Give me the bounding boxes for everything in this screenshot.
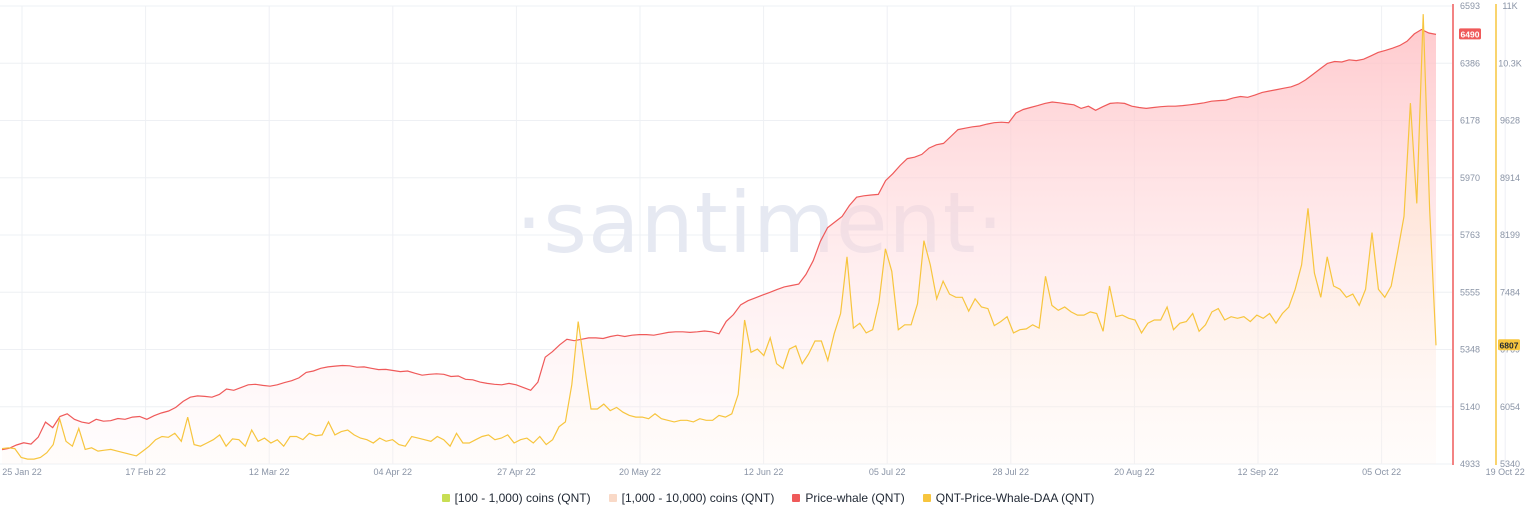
y-left-tick-label: 5140 (1460, 402, 1480, 412)
legend: [100 - 1,000) coins (QNT) [1,000 - 10,00… (0, 491, 1536, 505)
x-tick-label: 28 Jul 22 (993, 467, 1030, 477)
price-whale-last-value: 6490 (1461, 29, 1480, 39)
y-right-tick-label: 8199 (1500, 230, 1520, 240)
y-left-tick-label: 5348 (1460, 345, 1480, 355)
legend-swatch (441, 494, 450, 502)
y-right-tick-label: 10.3K (1498, 58, 1522, 68)
legend-swatch (922, 494, 931, 502)
daa-last-value-bg (1498, 339, 1520, 351)
price-whale-line (1, 28, 1437, 451)
legend-label: Price-whale (QNT) (805, 491, 905, 505)
x-tick-label: 12 Sep 22 (1237, 467, 1278, 477)
legend-item-1000-10000[interactable]: [1,000 - 10,000) coins (QNT) (608, 491, 775, 505)
y-left-tick-label: 5970 (1460, 173, 1480, 183)
legend-item-daa[interactable]: QNT-Price-Whale-DAA (QNT) (922, 491, 1095, 505)
y-left-tick-label: 5763 (1460, 230, 1480, 240)
y-left-tick-label: 6386 (1460, 58, 1480, 68)
legend-swatch (792, 494, 801, 502)
legend-swatch (608, 494, 617, 502)
legend-label: [100 - 1,000) coins (QNT) (454, 491, 591, 505)
x-tick-label: 19 Oct 22 (1486, 467, 1525, 477)
x-tick-label: 17 Feb 22 (125, 467, 166, 477)
y-right-tick-label: 6054 (1500, 402, 1520, 412)
y-left-tick-label: 5555 (1460, 287, 1480, 297)
x-tick-label: 12 Jun 22 (744, 467, 784, 477)
y-left-tick-label: 6178 (1460, 116, 1480, 126)
left-axis-ticks: 6593 6386 6178 5970 5763 5555 5348 5140 4933 (1460, 1, 1480, 469)
x-tick-label: 05 Jul 22 (869, 467, 906, 477)
y-left-tick-label: 6593 (1460, 1, 1480, 11)
x-tick-label: 20 May 22 (619, 467, 661, 477)
y-left-tick-label: 4933 (1460, 459, 1480, 469)
daa-last-value: 6807 (1500, 340, 1519, 350)
y-right-tick-label: 9628 (1500, 116, 1520, 126)
y-right-tick-label: 8914 (1500, 173, 1520, 183)
x-axis-ticks: 25 Jan 22 17 Feb 22 12 Mar 22 04 Apr 22 27 A… (2, 467, 1524, 477)
legend-item-price-whale[interactable]: Price-whale (QNT) (792, 491, 905, 505)
y-right-tick-label: 5340 (1500, 459, 1520, 469)
x-tick-label: 27 Apr 22 (497, 467, 536, 477)
x-tick-label: 20 Aug 22 (1114, 467, 1155, 477)
y-right-tick-label: 11K (1502, 1, 1517, 11)
price-whale-last-value-bg (1459, 28, 1481, 40)
x-tick-label: 05 Oct 22 (1362, 467, 1401, 477)
last-value-labels: 6490 6807 (1459, 28, 1520, 351)
x-tick-label: 12 Mar 22 (249, 467, 290, 477)
daa-line (1, 14, 1437, 460)
daa-area (2, 14, 1436, 464)
legend-item-100-1000[interactable]: [100 - 1,000) coins (QNT) (441, 491, 591, 505)
chart: ·santiment· 25 Jan 22 17 Feb 22 12 Mar 22 0… (0, 1, 1525, 477)
y-right-tick-label: 7484 (1500, 287, 1520, 297)
x-tick-label: 25 Jan 22 (2, 467, 42, 477)
x-tick-label: 04 Apr 22 (374, 467, 413, 477)
legend-label: QNT-Price-Whale-DAA (QNT) (935, 491, 1095, 505)
legend-label: [1,000 - 10,000) coins (QNT) (621, 491, 775, 505)
